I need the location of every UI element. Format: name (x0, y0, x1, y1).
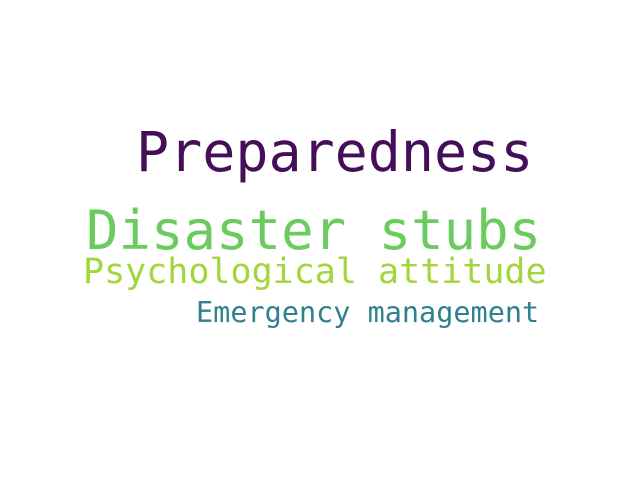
word-emergency-management: Emergency management (196, 296, 540, 329)
word-disaster-stubs: Disaster stubs (86, 199, 542, 262)
word-preparedness: Preparedness (136, 120, 534, 184)
word-psychological-attitude: Psychological attitude (83, 252, 547, 292)
